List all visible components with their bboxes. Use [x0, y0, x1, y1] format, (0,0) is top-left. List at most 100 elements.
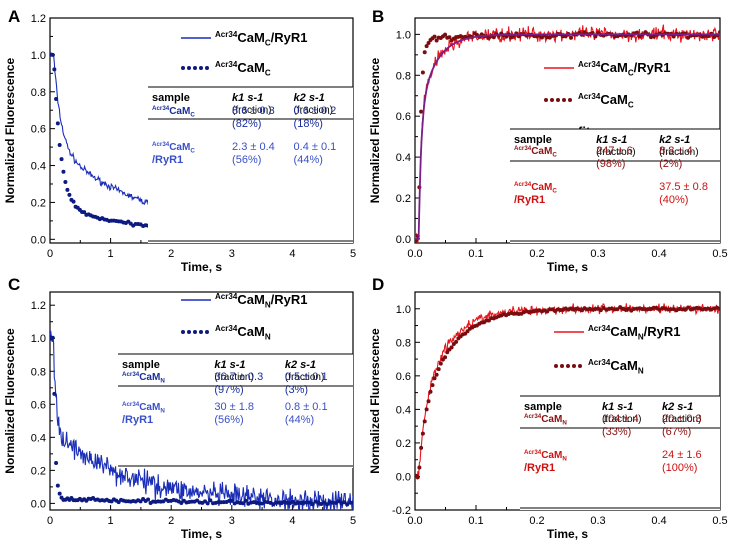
- panel-D: D0.0 0.1 0.2 0.3 0.4 0.5-0.20.00.20.40.60.81.…: [368, 275, 728, 541]
- data-point: [146, 497, 151, 502]
- legend-entry: Acr34CaMN/RyR1: [588, 324, 681, 341]
- data-point: [683, 307, 688, 312]
- table-header-k1: k1 s-1: [214, 359, 245, 371]
- legend-entry-main: CaM: [237, 30, 264, 45]
- data-point: [336, 499, 341, 504]
- table-k2-fraction: (44%): [294, 154, 323, 166]
- legend-marker: [544, 98, 548, 102]
- panel-label-B: B: [372, 7, 384, 26]
- data-point: [718, 306, 720, 311]
- legend-entry-pre: Acr34: [588, 358, 611, 367]
- kinetics-table: sample k1 s-1 k2 s-1(fraction) (fraction)Ac…: [148, 86, 353, 243]
- data-point: [598, 308, 603, 313]
- legend-marker: [568, 98, 572, 102]
- y-tick-label: 0.6: [31, 399, 46, 411]
- data-point: [419, 445, 424, 450]
- table-k2-fraction: (40%): [659, 194, 688, 206]
- legend-marker: [181, 330, 185, 334]
- legend-entry-sub: C: [265, 68, 271, 77]
- y-tick-label: 0.4: [396, 152, 411, 164]
- data-point: [443, 32, 448, 37]
- data-point: [50, 335, 55, 340]
- data-point: [63, 179, 68, 184]
- data-point: [55, 121, 60, 126]
- x-tick-label: 0: [47, 248, 53, 260]
- legend-entry: Acr34CaMC: [215, 60, 271, 77]
- table-sample-label-sub: N: [562, 420, 567, 427]
- table-header-k1-sub: (fraction): [596, 147, 635, 158]
- legend-entry-pre: Acr34: [588, 324, 611, 333]
- data-point: [424, 407, 429, 412]
- data-point: [59, 157, 64, 162]
- legend-marker: [554, 364, 558, 368]
- data-point: [179, 501, 184, 506]
- table-k1-fraction: (56%): [232, 154, 261, 166]
- legend-entry-main: CaM: [237, 324, 264, 339]
- table-bg: [118, 354, 353, 468]
- table-sample-label-sub: C: [552, 152, 557, 159]
- y-tick-label: 0.2: [396, 438, 411, 450]
- legend-marker: [193, 330, 197, 334]
- data-point: [417, 465, 422, 470]
- x-tick-label: 0.1: [468, 515, 483, 527]
- legend-marker: [193, 66, 197, 70]
- data-point: [668, 307, 673, 312]
- data-point: [712, 34, 717, 39]
- legend-marker: [572, 364, 576, 368]
- legend-entry-main: CaM: [610, 358, 637, 373]
- y-tick-label: 1.2: [31, 13, 46, 25]
- x-tick-label: 0.1: [468, 248, 483, 260]
- y-tick-label: 1.0: [31, 50, 46, 62]
- table-header-k1: k1 s-1: [596, 134, 627, 146]
- x-tick-label: 0.3: [590, 248, 605, 260]
- panel-label-A: A: [8, 7, 20, 26]
- table-sample-label-pre: Acr34: [152, 105, 170, 112]
- y-tick-label: 0.8: [31, 87, 46, 99]
- table-header-k2: k2 s-1: [659, 134, 690, 146]
- y-tick-label: 0.0: [396, 234, 411, 246]
- y-tick-label: 0.0: [396, 471, 411, 483]
- data-point: [325, 502, 330, 507]
- legend-entry-sub: N: [265, 332, 271, 341]
- data-point: [305, 500, 310, 505]
- table-sample-suffix: /RyR1: [524, 462, 555, 474]
- legend-entry-pre: Acr34: [578, 60, 601, 69]
- table-sample-label-pre: Acr34: [514, 145, 532, 152]
- legend-entry-pre: Acr34: [215, 60, 238, 69]
- data-point: [257, 501, 262, 506]
- data-point: [491, 35, 496, 40]
- table-k2-fraction: (100%): [662, 462, 697, 474]
- data-point: [686, 35, 691, 40]
- table-k1-fraction: (56%): [214, 414, 243, 426]
- table-k2-fraction: (44%): [285, 414, 314, 426]
- x-tick-label: 0.2: [529, 515, 544, 527]
- plot-area: [50, 330, 353, 510]
- y-tick-label: 0.6: [396, 371, 411, 383]
- x-axis-label: Time, s: [547, 527, 588, 541]
- y-tick-label: 0.0: [31, 234, 46, 246]
- data-point: [671, 34, 676, 39]
- data-point: [345, 502, 350, 507]
- x-tick-label: 0.0: [407, 515, 422, 527]
- table-k1-value: 104 ± 4: [602, 413, 639, 425]
- table-header-k2-sub: (fraction): [662, 414, 701, 425]
- x-axis-label: Time, s: [547, 260, 588, 274]
- data-point: [61, 169, 66, 174]
- data-point: [296, 500, 301, 505]
- table-header-k1: k1 s-1: [602, 401, 633, 413]
- legend-entry-sub: N: [265, 300, 271, 309]
- table-k1-value: 2.3 ± 0.4: [232, 141, 275, 153]
- series-line: [415, 33, 720, 240]
- legend-marker: [181, 66, 185, 70]
- legend-marker: [560, 364, 564, 368]
- x-tick-label: 1: [108, 248, 114, 260]
- table-k2-value: 8.8 ± 4: [659, 145, 693, 157]
- panel-label-D: D: [372, 275, 384, 294]
- data-point: [438, 361, 443, 366]
- data-point: [426, 40, 431, 45]
- y-tick-label: -0.2: [392, 505, 411, 517]
- plot-area: [415, 303, 720, 480]
- table-header-k1-sub: (fraction): [214, 372, 253, 383]
- legend-entry-main: CaM: [237, 292, 264, 307]
- table-sample-label-pre: Acr34: [524, 449, 542, 456]
